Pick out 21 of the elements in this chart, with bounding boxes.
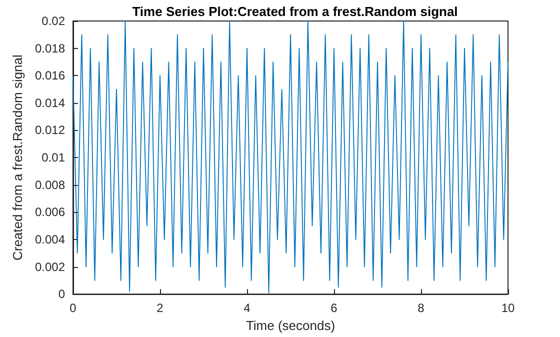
x-tick-label: 0 [70,301,77,316]
y-tick-label: 0.02 [42,14,66,28]
x-tick-label: 2 [156,301,164,316]
y-tick-label: 0.016 [34,68,66,83]
y-tick-label: 0.002 [34,260,66,274]
y-tick-label: 0.012 [34,123,66,138]
y-tick-label: 0.018 [34,41,66,56]
x-tick-label: 6 [330,301,338,316]
y-tick-label: 0.01 [42,150,66,165]
x-tick-label: 8 [418,301,425,316]
x-tick-label: 4 [244,301,251,316]
y-tick-label: 0 [58,287,66,302]
x-tick-label: 10 [501,301,515,316]
y-tick-label: 0.014 [34,96,66,110]
y-tick-label: 0.008 [34,178,66,192]
line-series [72,20,508,294]
chart-title: Time Series Plot:Created from a frest.Random signal [132,4,458,19]
y-axis-title: Created from a frest.Random signal [10,54,26,261]
y-tick-label: 0.006 [34,205,66,220]
y-tick-label: 0.004 [34,232,66,246]
x-axis-title: Time (seconds) [246,318,336,333]
